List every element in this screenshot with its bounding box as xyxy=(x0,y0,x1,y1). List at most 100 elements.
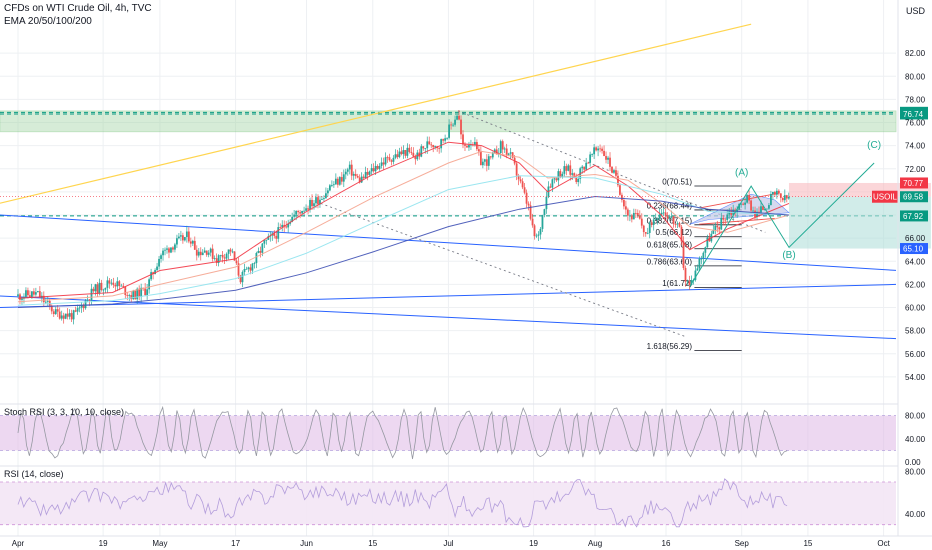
price-axis-tick: 80.00 xyxy=(905,72,926,81)
candle-body xyxy=(68,313,71,317)
candle-body xyxy=(424,148,427,149)
candle-body xyxy=(237,263,240,276)
candle-body xyxy=(80,305,83,308)
candle-body xyxy=(477,149,480,152)
candle-body xyxy=(599,148,601,150)
candle-body xyxy=(215,258,218,264)
candle-body xyxy=(615,170,617,176)
candle-body xyxy=(164,249,166,251)
candle-body xyxy=(150,272,153,280)
candle-body xyxy=(617,175,619,186)
candle-body xyxy=(370,168,373,172)
candle-body xyxy=(178,236,180,239)
candle-body xyxy=(102,289,105,291)
candle-body xyxy=(509,152,512,154)
candle-body xyxy=(360,176,363,183)
candle-body xyxy=(201,252,204,256)
candle-body xyxy=(58,311,61,319)
candle-body xyxy=(104,287,107,290)
candle-body xyxy=(591,154,594,156)
candle-body xyxy=(38,291,41,298)
candle-body xyxy=(487,156,490,166)
fib-label: 1.618(56.29) xyxy=(647,342,693,351)
candle-body xyxy=(603,150,605,157)
candle-body xyxy=(273,233,276,236)
candle-body xyxy=(607,157,609,160)
candle-body xyxy=(583,166,586,170)
candle-body xyxy=(305,208,307,211)
candle-body xyxy=(746,195,748,203)
candle-body xyxy=(672,216,675,225)
candle-body xyxy=(762,206,764,211)
triangle-top xyxy=(699,192,780,209)
chart-title[interactable]: CFDs on WTI Crude Oil, 4h, TVC xyxy=(4,3,152,14)
candle-body xyxy=(225,253,228,259)
candle-body xyxy=(313,203,315,207)
candle-body xyxy=(130,295,133,300)
stoch-rsi-label[interactable]: Stoch RSI (3, 3, 10, 10, close) xyxy=(4,407,125,417)
candle-body xyxy=(464,144,466,146)
candle-body xyxy=(17,294,19,296)
candle-body xyxy=(702,252,705,259)
candle-body xyxy=(605,156,607,160)
candle-body xyxy=(535,235,538,237)
candle-body xyxy=(235,260,238,264)
candle-body xyxy=(434,146,437,148)
time-axis-tick: 15 xyxy=(803,539,812,548)
candle-body xyxy=(619,185,621,195)
candle-body xyxy=(267,236,270,240)
candle-body xyxy=(468,145,470,148)
candle-body xyxy=(438,148,441,149)
candle-body xyxy=(366,171,369,175)
candle-body xyxy=(634,212,637,214)
candle-body xyxy=(611,166,613,173)
candle-body xyxy=(712,230,715,234)
ema-line-2 xyxy=(17,175,790,306)
candle-body xyxy=(758,211,760,213)
candle-body xyxy=(718,227,721,230)
candle-body xyxy=(764,208,766,211)
candle-body xyxy=(660,212,663,215)
candle-body xyxy=(680,226,683,242)
candle-body xyxy=(72,310,75,320)
ema-indicator-label[interactable]: EMA 20/50/100/200 xyxy=(4,16,92,27)
time-axis-tick: May xyxy=(152,539,167,548)
rsi-axis-tick: 40.00 xyxy=(905,510,926,519)
candle-body xyxy=(652,219,655,226)
candle-body xyxy=(609,157,611,167)
falling-channel-bottom xyxy=(320,203,686,337)
candle-body xyxy=(319,199,321,205)
candle-body xyxy=(350,164,353,176)
candle-body xyxy=(654,218,657,220)
candle-body xyxy=(100,282,103,291)
candle-body xyxy=(281,224,284,228)
fib-label: 0.382(67.15) xyxy=(647,216,693,225)
last-price-symbol: USOIL xyxy=(873,193,898,202)
candle-body xyxy=(662,212,665,214)
candle-body xyxy=(770,194,772,206)
wave-projection xyxy=(689,162,875,287)
price-badge-value: 76.74 xyxy=(903,110,924,119)
candle-body xyxy=(70,313,73,320)
wave-label: (B) xyxy=(782,250,795,261)
candle-body xyxy=(199,251,202,256)
candle-body xyxy=(569,165,572,175)
candle-body xyxy=(664,212,667,216)
candle-body xyxy=(52,311,55,315)
candle-body xyxy=(114,284,117,287)
candle-body xyxy=(575,177,578,183)
candle-body xyxy=(116,281,119,287)
candle-body xyxy=(674,224,677,225)
candle-body xyxy=(772,191,774,195)
candle-body xyxy=(626,209,629,216)
candle-body xyxy=(621,194,623,200)
candle-body xyxy=(585,162,588,170)
candle-body xyxy=(287,223,290,228)
candle-body xyxy=(428,141,431,145)
rsi-label[interactable]: RSI (14, close) xyxy=(4,469,64,479)
candle-body xyxy=(783,195,786,201)
time-axis-tick: Apr xyxy=(12,539,25,548)
candle-body xyxy=(257,251,260,254)
